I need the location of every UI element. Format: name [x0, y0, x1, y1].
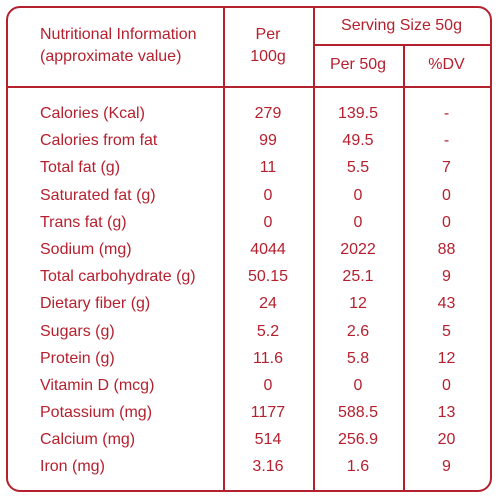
- value-per-100g: 11.6: [253, 349, 283, 367]
- nutrient-label: Sodium (mg): [40, 240, 132, 258]
- nutrient-label: Saturated fat (g): [40, 186, 156, 204]
- nutrient-label: Total fat (g): [40, 159, 121, 177]
- value-dv: 13: [437, 404, 456, 422]
- value-per-50g: 5.5: [346, 159, 370, 177]
- column-divider-dv: [403, 44, 405, 490]
- value-dv: 9: [442, 458, 451, 476]
- value-per-50g: 12: [349, 295, 367, 313]
- value-dv: 0: [442, 213, 451, 231]
- table-row: Sugars (g) 5.2 2.6 5: [8, 322, 492, 349]
- value-per-100g: 514: [254, 431, 282, 449]
- table-row: Saturated fat (g) 0 0 0: [8, 186, 492, 213]
- value-per-50g: 0: [353, 376, 363, 394]
- serving-header-divider: [313, 44, 492, 46]
- table-row: Potassium (mg) 1177 588.5 13: [8, 403, 492, 430]
- nutrient-rows: Calories (Kcal) 279 139.5 - Calories fro…: [8, 104, 492, 485]
- value-dv: 88: [437, 240, 456, 258]
- nutrient-label: Vitamin D (mcg): [40, 376, 155, 394]
- nutrient-label: Sugars (g): [40, 322, 115, 340]
- value-per-100g: 279: [254, 105, 282, 122]
- table-row: Calcium (mg) 514 256.9 20: [8, 430, 492, 457]
- header-dv: %DV: [428, 56, 465, 73]
- value-per-50g: 0: [353, 186, 363, 204]
- nutrient-label: Trans fat (g): [40, 213, 127, 231]
- value-per-50g: 139.5: [337, 105, 379, 122]
- value-per-50g: 588.5: [337, 404, 379, 422]
- value-per-100g: 50.15: [247, 268, 289, 286]
- header-bottom-divider: [8, 86, 492, 88]
- nutrient-label: Total carbohydrate (g): [40, 268, 196, 286]
- table-row: Total carbohydrate (g) 50.15 25.1 9: [8, 267, 492, 294]
- column-divider-per100: [223, 8, 225, 490]
- value-per-100g: 0: [263, 186, 273, 204]
- header-per-50g: Per 50g: [329, 56, 387, 73]
- value-per-100g: 0: [263, 213, 273, 231]
- value-per-100g: 11: [259, 159, 277, 177]
- table-row: Calories (Kcal) 279 139.5 -: [8, 104, 492, 131]
- header-nutrition-subtitle: (approximate value): [40, 48, 182, 65]
- value-dv: -: [443, 105, 450, 122]
- table-row: Protein (g) 11.6 5.8 12: [8, 349, 492, 376]
- table-row: Trans fat (g) 0 0 0: [8, 213, 492, 240]
- header-nutrition-title: Nutritional Information: [40, 26, 197, 43]
- nutrient-label: Dietary fiber (g): [40, 295, 151, 313]
- value-dv: 43: [437, 295, 456, 313]
- value-per-100g: 5.2: [256, 322, 280, 340]
- nutrient-label: Protein (g): [40, 349, 115, 367]
- header-serving-size: Serving Size 50g: [341, 17, 462, 34]
- value-per-50g: 2.6: [346, 322, 370, 340]
- value-per-100g: 99: [259, 132, 277, 150]
- value-per-50g: 25.1: [342, 268, 374, 286]
- header-per-amount: 100g: [250, 48, 286, 65]
- value-dv: 7: [442, 159, 451, 177]
- value-dv: -: [443, 132, 450, 150]
- value-per-50g: 0: [353, 213, 363, 231]
- nutrient-label: Calories (Kcal): [40, 105, 145, 122]
- table-row: Total fat (g) 11 5.5 7: [8, 158, 492, 185]
- value-per-50g: 49.5: [342, 132, 374, 150]
- value-per-50g: 2022: [340, 240, 376, 258]
- table-row: Sodium (mg) 4044 2022 88: [8, 240, 492, 267]
- nutrient-label: Potassium (mg): [40, 404, 153, 422]
- nutrient-label: Calcium (mg): [40, 431, 136, 449]
- column-divider-serving: [313, 8, 315, 490]
- table-row: Dietary fiber (g) 24 12 43: [8, 294, 492, 321]
- value-per-100g: 24: [259, 295, 277, 313]
- value-dv: 9: [442, 268, 451, 286]
- nutrient-label: Calories from fat: [40, 132, 158, 150]
- value-dv: 0: [442, 186, 451, 204]
- table-row: Iron (mg) 3.16 1.6 9: [8, 457, 492, 484]
- value-per-50g: 5.8: [346, 349, 370, 367]
- value-dv: 5: [442, 322, 451, 340]
- value-dv: 0: [442, 376, 451, 394]
- nutrition-table: Nutritional Information (approximate val…: [6, 6, 492, 492]
- nutrient-label: Iron (mg): [40, 458, 105, 476]
- value-per-100g: 3.16: [252, 458, 284, 476]
- header-per-label: Per: [255, 26, 281, 43]
- table-row: Vitamin D (mcg) 0 0 0: [8, 376, 492, 403]
- value-per-50g: 256.9: [337, 431, 379, 449]
- value-per-100g: 0: [263, 376, 273, 394]
- value-per-50g: 1.6: [346, 458, 370, 476]
- value-dv: 12: [437, 349, 456, 367]
- value-dv: 20: [437, 431, 456, 449]
- table-row: Calories from fat 99 49.5 -: [8, 131, 492, 158]
- value-per-100g: 1177: [250, 404, 286, 422]
- value-per-100g: 4044: [250, 240, 286, 258]
